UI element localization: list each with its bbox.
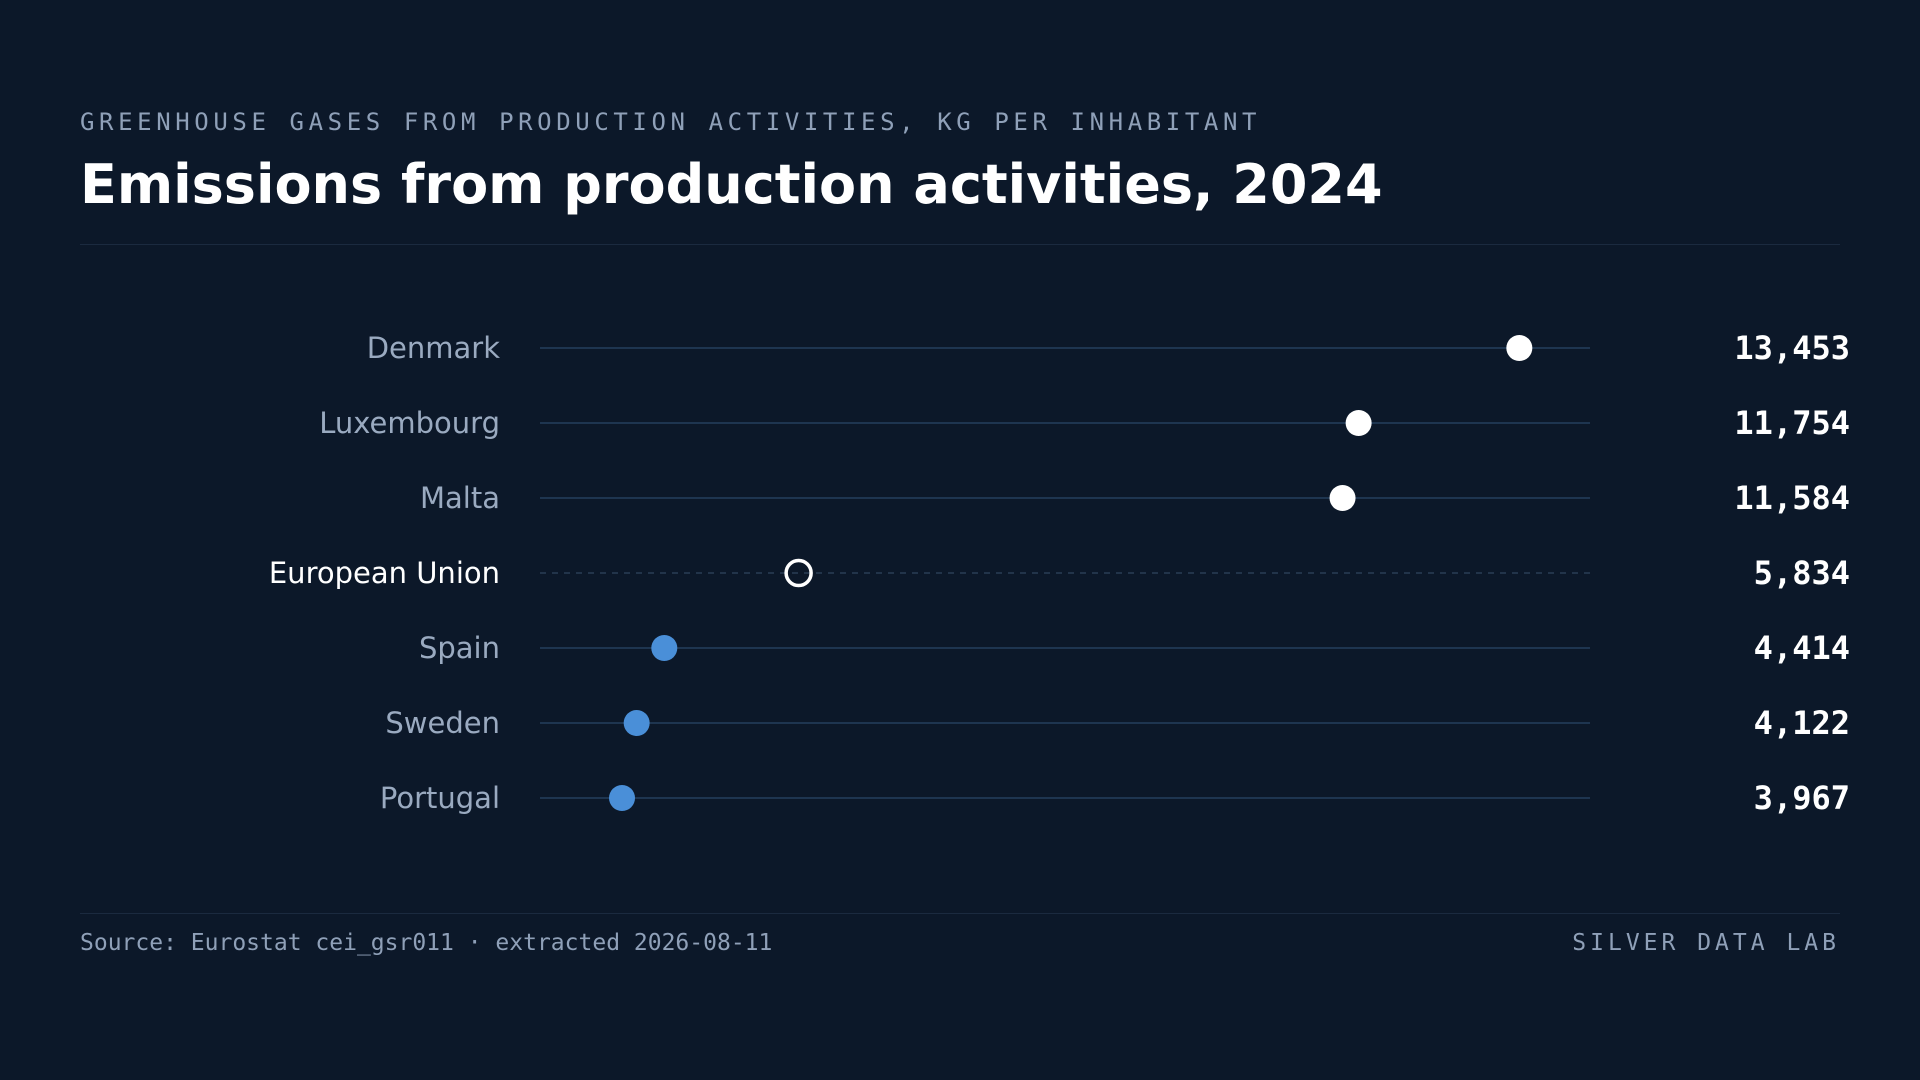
row-luxembourg: Luxembourg 11,754 — [319, 404, 1850, 442]
value-label: 11,584 — [1734, 479, 1850, 517]
data-point — [651, 635, 678, 661]
chart-subtitle: GREENHOUSE GASES FROM PRODUCTION ACTIVIT… — [80, 108, 1262, 136]
data-point — [1345, 410, 1372, 436]
category-label: European Union — [269, 556, 500, 590]
value-label: 3,967 — [1754, 779, 1850, 817]
data-point — [609, 785, 636, 811]
category-label: Denmark — [367, 331, 500, 365]
row-sweden: Sweden 4,122 — [385, 704, 1850, 742]
row-denmark: Denmark 13,453 — [367, 329, 1850, 367]
data-point — [1506, 335, 1533, 361]
data-point — [1329, 485, 1356, 511]
header-divider — [80, 244, 1840, 245]
category-label: Sweden — [385, 706, 500, 740]
category-label: Portugal — [380, 781, 500, 815]
value-label: 4,414 — [1754, 629, 1850, 667]
category-label: Malta — [420, 481, 500, 515]
data-point — [623, 710, 650, 736]
row-european-union: European Union 5,834 — [269, 554, 1850, 592]
category-label: Luxembourg — [319, 406, 500, 440]
value-label: 4,122 — [1754, 704, 1850, 742]
row-spain: Spain 4,414 — [419, 629, 1850, 667]
value-label: 13,453 — [1734, 329, 1850, 367]
row-malta: Malta 11,584 — [420, 479, 1850, 517]
source-note: Source: Eurostat cei_gsr011 · extracted … — [80, 930, 773, 956]
reference-point — [784, 558, 813, 588]
category-label: Spain — [419, 631, 500, 665]
value-label: 11,754 — [1734, 404, 1850, 442]
brand-label: SILVER DATA LAB — [1572, 930, 1840, 956]
value-label: 5,834 — [1754, 554, 1850, 592]
footer-divider — [80, 913, 1840, 914]
row-portugal: Portugal 3,967 — [380, 779, 1850, 817]
chart-title: Emissions from production activities, 20… — [80, 153, 1383, 216]
